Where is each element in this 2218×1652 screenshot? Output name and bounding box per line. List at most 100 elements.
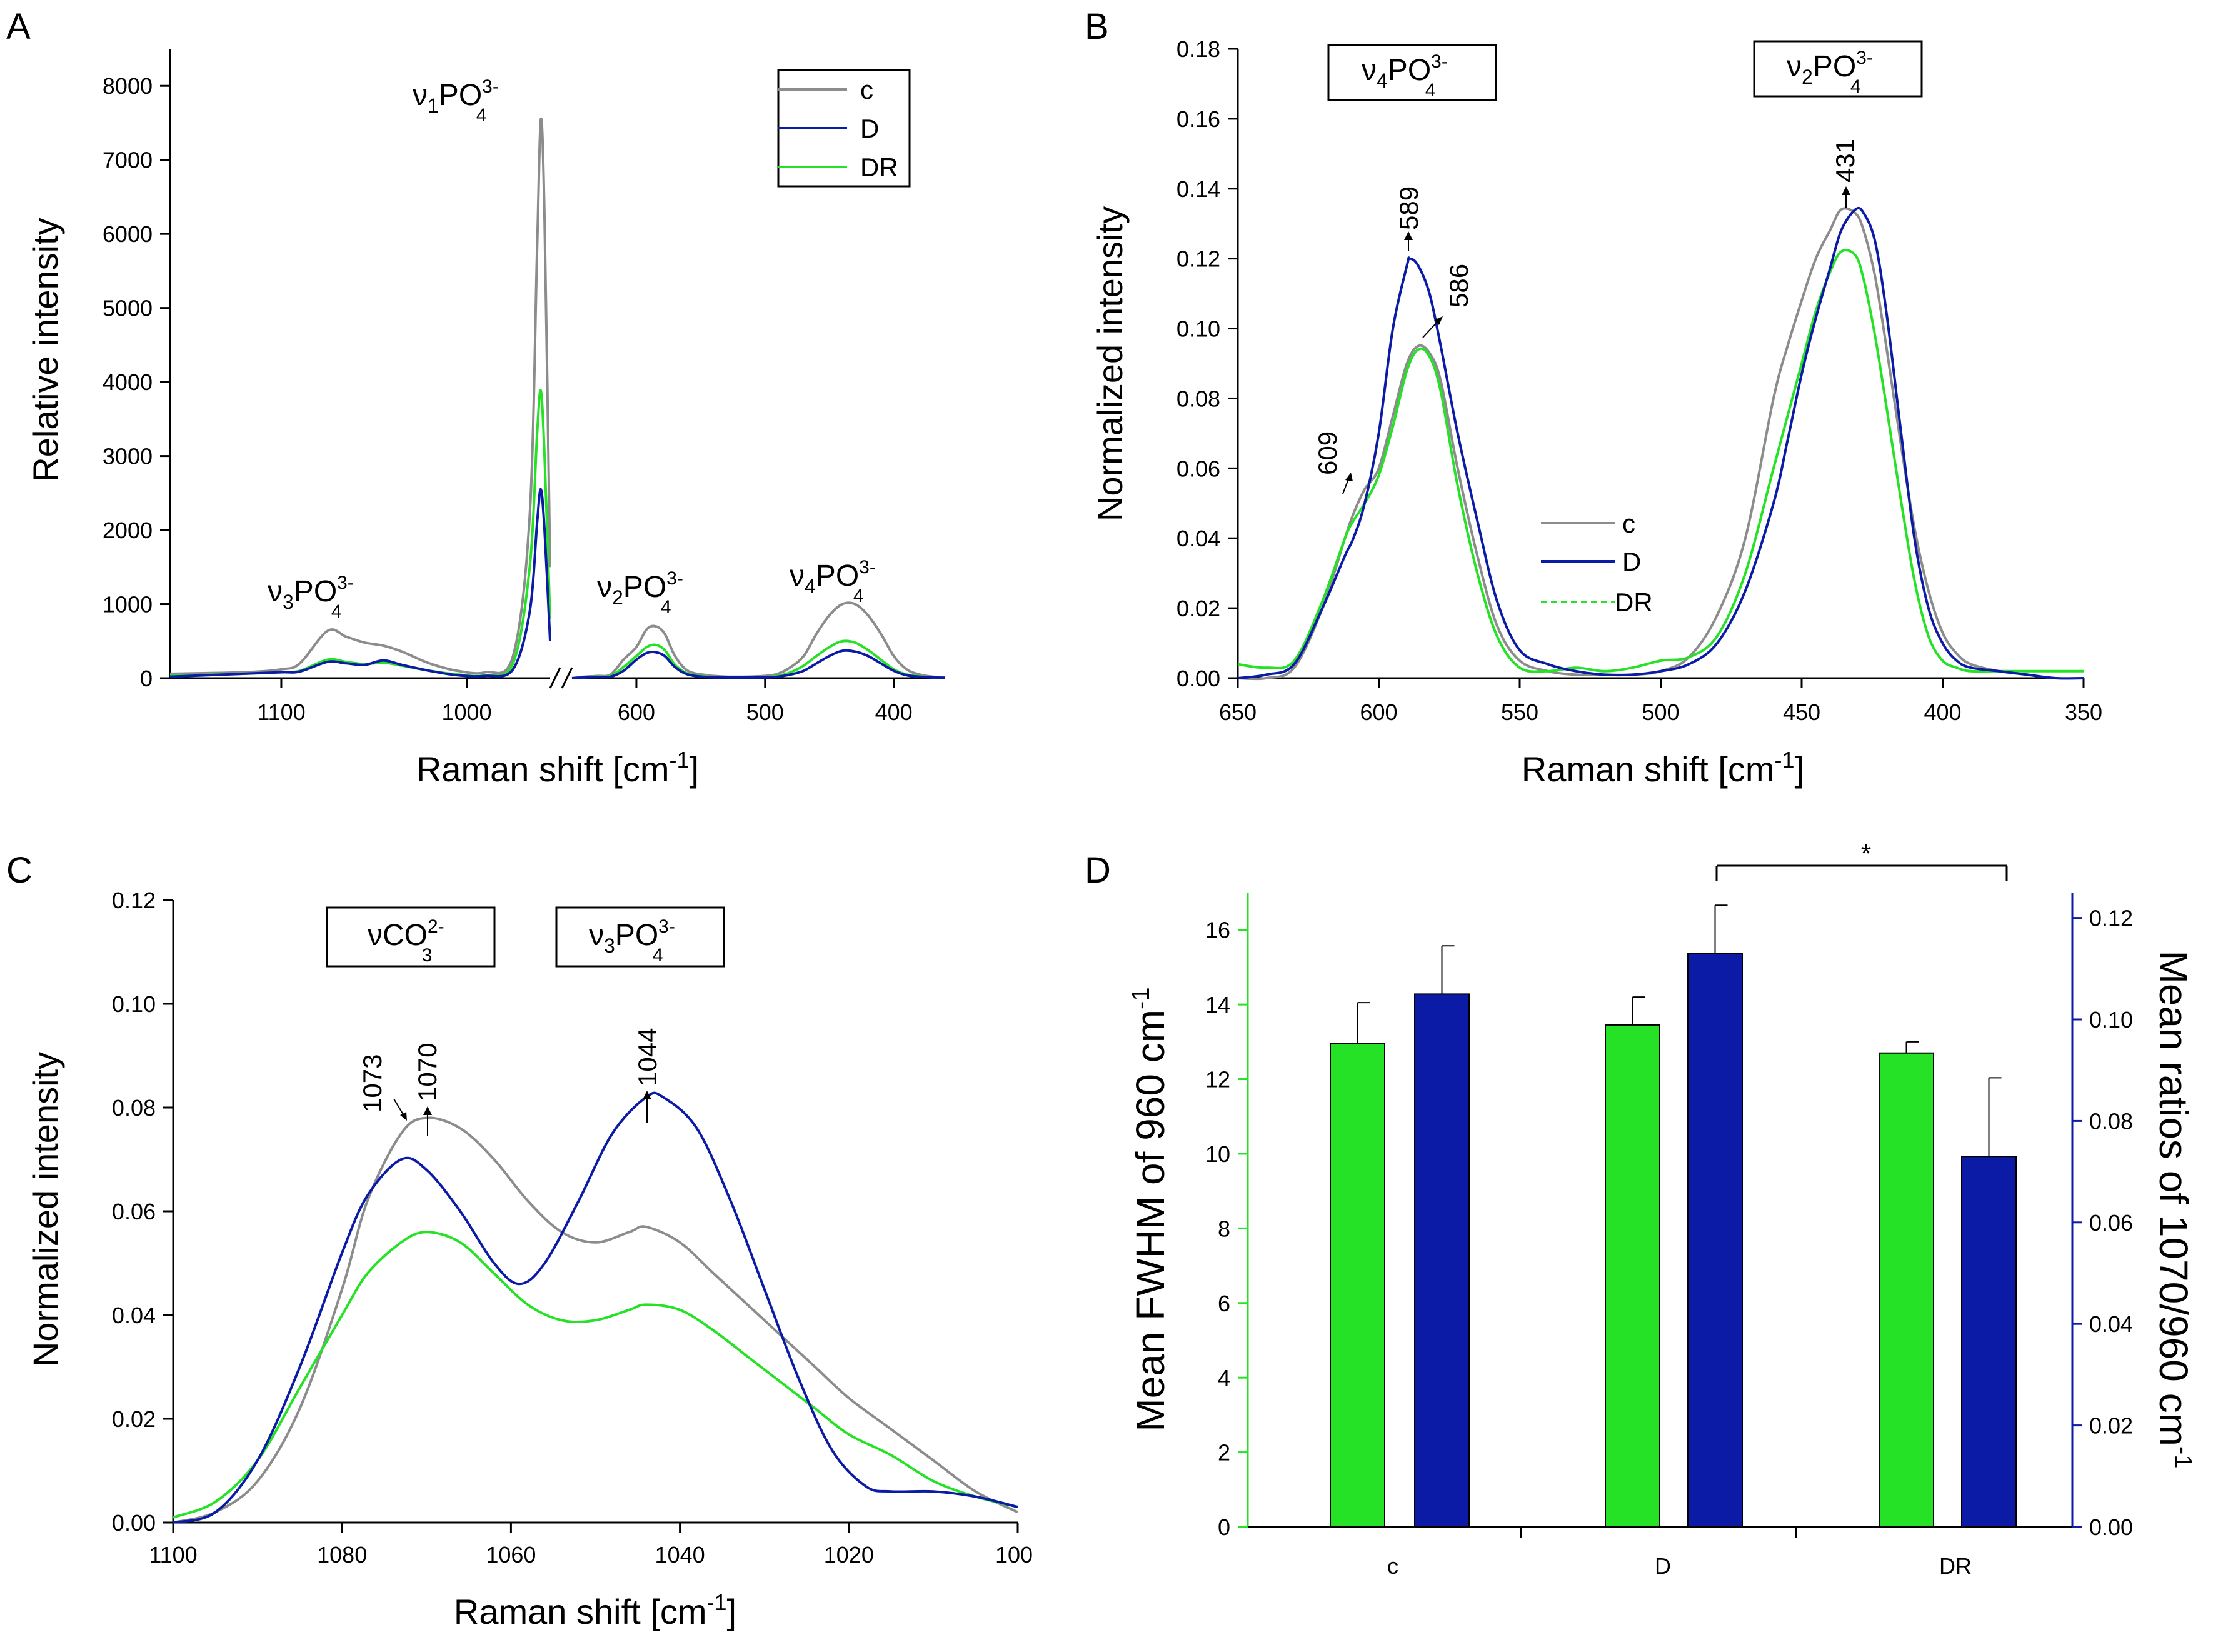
significance-star: * <box>1861 839 1871 868</box>
panel-a-annotation-v2: ν2PO3-4 <box>597 568 683 618</box>
panel-b-peak-431: 431 <box>1830 139 1860 208</box>
left-tick-label: 0 <box>1218 1514 1230 1540</box>
legend-label-dr: DR <box>860 153 898 182</box>
y-tick-label: 0.14 <box>1177 176 1220 202</box>
panel-c-y-ticks: 0.00 0.02 0.04 0.06 0.08 0.10 0.12 <box>112 888 173 1536</box>
panel-a-x-title: Raman shift [cm-1] <box>416 747 699 789</box>
panel-d-left-ticks: 0 2 4 6 8 10 12 14 16 <box>1205 918 1248 1540</box>
x-tick-label: 1000 <box>441 699 491 725</box>
y-tick-label: 0.00 <box>112 1510 156 1536</box>
panel-c: C 0.000.020.040.060.080.100.12 1100 1080 1… <box>6 850 1033 1631</box>
y-tick-label: 0.04 <box>112 1303 156 1328</box>
svg-text:609: 609 <box>1313 431 1342 475</box>
panel-a-letter: A <box>6 6 31 47</box>
x-tick-label: 100 <box>995 1542 1033 1568</box>
x-tick-label: 500 <box>746 699 784 725</box>
panel-b-axes <box>1237 49 2084 679</box>
x-tick-label: 650 <box>1219 699 1257 725</box>
significance-bracket: * <box>1715 839 2008 881</box>
panel-a-annotation-v1: ν1PO3-4 <box>413 76 499 126</box>
legend-label-c: c <box>1622 509 1635 538</box>
panel-b-x-title: Raman shift [cm-1] <box>1522 747 1804 789</box>
bar-ratio-d <box>1687 953 1743 1528</box>
y-tick-label: 1000 <box>103 592 153 618</box>
category-label-c: c <box>1387 1553 1398 1579</box>
panel-d-letter: D <box>1085 850 1111 891</box>
y-tick-label: 0.10 <box>112 991 156 1017</box>
x-tick-label: 1100 <box>149 1542 197 1568</box>
y-tick-label: 5000 <box>103 296 153 321</box>
y-tick-label: 0.06 <box>1177 456 1220 481</box>
panel-b-box-v4: ν4PO3-4 <box>1327 44 1497 101</box>
panel-d: D 0 2 4 6 8 10 12 14 16 0.00 0.02 0.04 0.06 0.08 0.10… <box>1085 839 2197 1579</box>
left-tick-label: 8 <box>1218 1216 1230 1241</box>
right-tick-label: 0.06 <box>2089 1210 2133 1236</box>
y-tick-label: 0.08 <box>1177 386 1220 411</box>
panel-a-annotation-v4: ν4PO3-4 <box>790 557 876 606</box>
panel-a-y-ticks: 0 1000 2000 3000 4000 5000 6000 7000 8000 <box>103 73 170 691</box>
y-tick-label: 0 <box>140 666 153 691</box>
panel-c-curves <box>173 1091 1018 1524</box>
right-tick-label: 0.10 <box>2089 1007 2133 1033</box>
svg-text:νCO2-3: νCO2-3 <box>368 916 444 966</box>
right-tick-label: 0.02 <box>2089 1413 2133 1439</box>
panel-b-peak-609: 609 <box>1313 431 1353 494</box>
y-tick-label: 3000 <box>103 444 153 469</box>
panel-b-letter: B <box>1085 6 1109 47</box>
svg-text:589: 589 <box>1394 186 1423 230</box>
panel-c-peak-1073: 1073 <box>358 1054 407 1121</box>
panel-b-legend: c D DR <box>1541 509 1653 617</box>
series-line-d <box>1237 206 2084 680</box>
left-tick-label: 14 <box>1205 992 1230 1018</box>
series-line-dr <box>173 1231 1018 1519</box>
panel-c-box-v3: ν3PO3-4 <box>555 906 725 968</box>
x-tick-label: 1080 <box>317 1542 367 1568</box>
panel-b-box-v2: ν2PO3-4 <box>1753 40 1923 98</box>
svg-text:1044: 1044 <box>633 1028 662 1086</box>
y-tick-label: 0.00 <box>1177 666 1220 691</box>
panel-b-y-title: Normalized intensity <box>1090 206 1130 521</box>
y-tick-label: 6000 <box>103 221 153 247</box>
panel-a-y-title: Relative intensity <box>26 218 65 482</box>
panel-a-x-ticks: 1100 1000 600 500 400 <box>257 678 913 725</box>
y-tick-label: 0.08 <box>112 1095 156 1121</box>
bar-ratio-dr <box>1961 1156 2017 1528</box>
right-tick-label: 0.08 <box>2089 1108 2133 1134</box>
series-line-d <box>571 649 946 679</box>
panel-c-peak-1070: 1070 <box>413 1043 442 1136</box>
legend-label-d: D <box>1622 547 1641 576</box>
svg-text:1070: 1070 <box>413 1043 442 1101</box>
x-tick-label: 550 <box>1501 699 1538 725</box>
left-tick-label: 2 <box>1218 1440 1230 1466</box>
panel-a: A 0 1000 2000 3000 4000 5000 6000 7000 8000 1100… <box>6 6 946 789</box>
right-tick-label: 0.12 <box>2089 906 2133 931</box>
left-tick-label: 10 <box>1205 1141 1230 1167</box>
panel-d-left-title: Mean FWHM of 960 cm-1 <box>1127 987 1173 1431</box>
y-tick-label: 8000 <box>103 73 153 99</box>
y-tick-label: 0.16 <box>1177 106 1220 132</box>
svg-text:ν4PO3-4: ν4PO3-4 <box>1362 51 1448 101</box>
legend-label-dr: DR <box>1615 588 1653 617</box>
y-tick-label: 0.12 <box>1177 246 1220 272</box>
x-tick-label: 350 <box>2065 699 2102 725</box>
panel-a-legend: c D DR <box>777 69 911 188</box>
panel-a-curves <box>169 117 946 679</box>
panel-b-x-ticks: 650 600 550 500 450 400 350 <box>1219 678 2102 725</box>
x-tick-label: 400 <box>875 699 913 725</box>
panel-d-category-labels: c D DR <box>1387 1553 1972 1579</box>
series-line-dr <box>169 389 551 678</box>
bar-ratio-c <box>1414 993 1470 1528</box>
x-tick-label: 1040 <box>655 1542 705 1568</box>
panel-c-x-ticks: 1100 1080 1060 1040 1020 100 <box>149 1523 1033 1568</box>
x-tick-label: 600 <box>1360 699 1397 725</box>
svg-text:ν3PO3-4: ν3PO3-4 <box>589 916 675 966</box>
left-tick-label: 4 <box>1218 1365 1230 1391</box>
series-line-d <box>169 488 551 678</box>
x-tick-label: 500 <box>1642 699 1679 725</box>
svg-text:1073: 1073 <box>358 1054 387 1113</box>
series-line-dr <box>1237 249 2084 673</box>
legend-label-d: D <box>860 114 879 143</box>
panel-c-letter: C <box>6 850 33 891</box>
y-tick-label: 0.18 <box>1177 36 1220 62</box>
